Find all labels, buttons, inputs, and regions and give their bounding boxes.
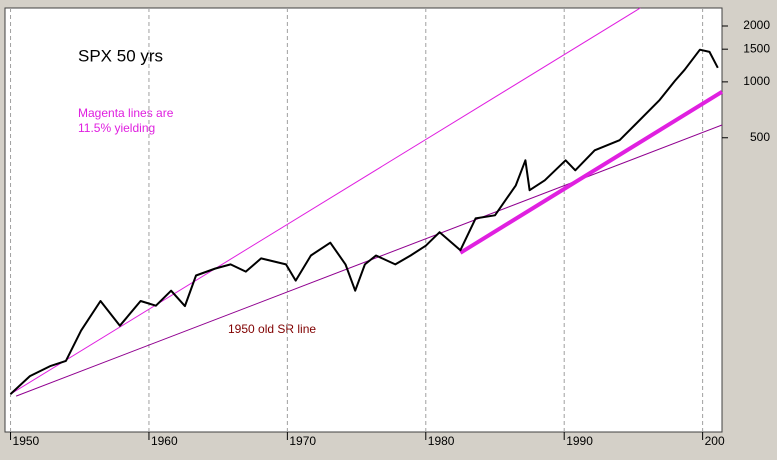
annotation: Magenta lines are bbox=[78, 106, 174, 120]
trend-line bbox=[10, 7, 641, 395]
chart-title: SPX 50 yrs bbox=[78, 46, 163, 65]
x-tick-label: 200 bbox=[705, 434, 725, 448]
trend-line bbox=[459, 90, 724, 255]
y-tick-label: 500 bbox=[750, 130, 770, 144]
y-tick-label: 1000 bbox=[743, 74, 770, 88]
y-tick-label: 1500 bbox=[743, 41, 770, 55]
x-tick-label: 1990 bbox=[566, 434, 593, 448]
price-line bbox=[9, 48, 719, 395]
x-tick-label: 1950 bbox=[13, 434, 40, 448]
x-tick-label: 1980 bbox=[428, 434, 455, 448]
x-tick-label: 1960 bbox=[151, 434, 178, 448]
annotation: 11.5% yielding bbox=[78, 121, 155, 135]
y-tick-label: 2000 bbox=[743, 18, 770, 32]
annotation: 1950 old SR line bbox=[228, 322, 316, 336]
plot-area bbox=[4, 7, 723, 433]
x-tick-label: 1970 bbox=[289, 434, 316, 448]
